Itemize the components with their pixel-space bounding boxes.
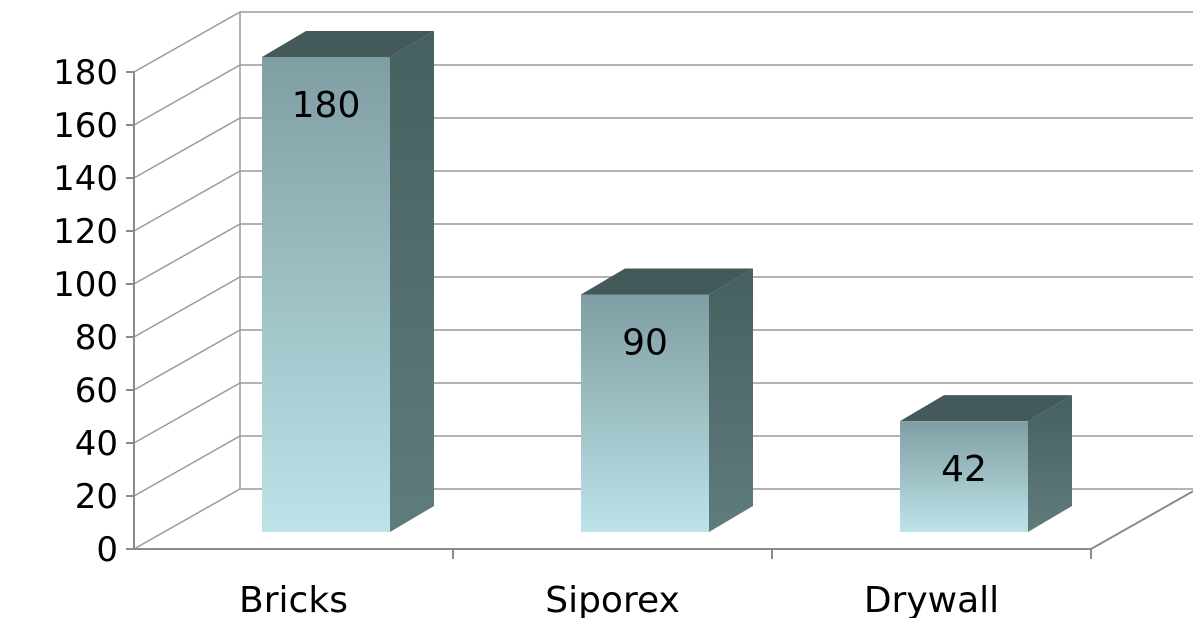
x-category-label: Siporex — [545, 580, 680, 618]
y-tick-label: 120 — [53, 212, 118, 252]
bar-top — [900, 395, 1072, 422]
bar-drywall: 42 — [900, 395, 1072, 532]
y-tick-label: 40 — [75, 424, 118, 464]
bar-side — [390, 31, 434, 532]
y-tick-label: 20 — [75, 477, 118, 517]
bar-front — [900, 421, 1028, 532]
x-axis-categories: Bricks Siporex Drywall — [239, 580, 999, 618]
bar-side — [709, 268, 753, 532]
bar-side — [1028, 395, 1072, 532]
y-tick-label: 160 — [53, 106, 118, 146]
bar-front — [262, 57, 390, 532]
y-tick-label: 60 — [75, 371, 118, 411]
bar-top — [262, 31, 434, 57]
y-tick-label: 140 — [53, 159, 118, 199]
y-tick-label: 80 — [75, 318, 118, 358]
bar-top — [581, 268, 753, 295]
bar-data-label: 42 — [941, 449, 987, 490]
gridlines — [133, 11, 1193, 550]
x-category-label: Bricks — [239, 580, 348, 618]
x-category-label: Drywall — [864, 580, 999, 618]
y-tick-label: 180 — [53, 53, 118, 93]
bar-bricks: 180 — [262, 31, 434, 532]
axes — [126, 71, 1193, 559]
bar-data-label: 90 — [622, 323, 668, 364]
bar-front — [581, 294, 709, 532]
y-tick-label: 0 — [96, 530, 118, 570]
y-tick-label: 100 — [53, 265, 118, 305]
bar-siporex: 90 — [581, 268, 753, 532]
bar-data-label: 180 — [292, 85, 361, 126]
y-axis-ticks: 0 20 40 60 80 100 120 140 160 180 — [53, 53, 118, 570]
bars: 180 90 42 — [262, 31, 1072, 532]
